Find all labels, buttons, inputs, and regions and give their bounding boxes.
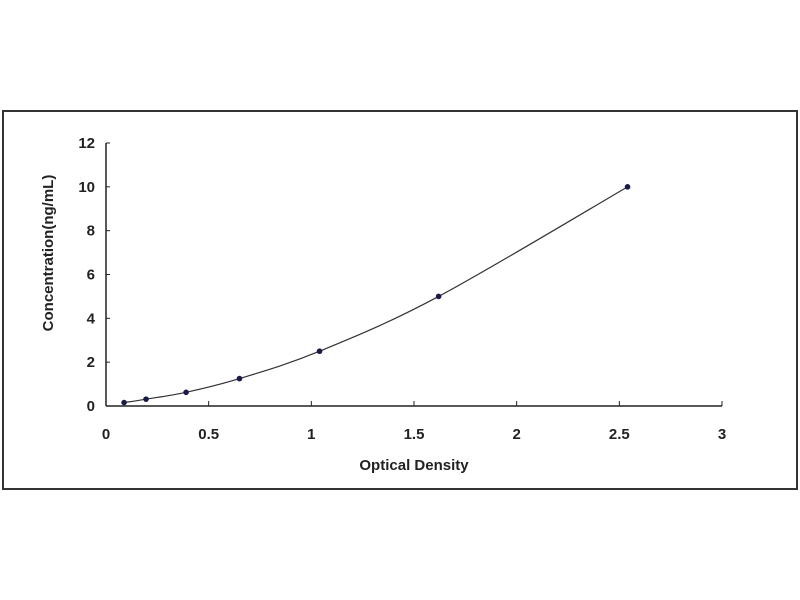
y-tick-label: 6 bbox=[87, 267, 95, 284]
fit-curve bbox=[123, 186, 628, 404]
y-axis-label: Concentration(ng/mL) bbox=[40, 175, 57, 332]
x-tick-label: 2 bbox=[512, 426, 520, 443]
x-tick-label: 2.5 bbox=[609, 426, 630, 443]
y-tick-label: 12 bbox=[78, 135, 95, 152]
data-point bbox=[183, 389, 189, 396]
data-point bbox=[435, 293, 442, 300]
x-tick-label: 0.5 bbox=[198, 426, 219, 443]
data-point bbox=[624, 184, 631, 190]
x-tick-label: 0 bbox=[102, 426, 110, 443]
x-axis-label: Optical Density bbox=[359, 457, 469, 474]
x-tick-label: 3 bbox=[718, 426, 726, 443]
data-point bbox=[236, 375, 243, 382]
x-tick-label: 1 bbox=[307, 426, 315, 443]
y-tick-label: 2 bbox=[87, 354, 95, 371]
chart-frame bbox=[2, 110, 798, 490]
y-tick-label: 10 bbox=[78, 179, 95, 196]
y-tick-label: 0 bbox=[87, 398, 95, 415]
y-tick-label: 8 bbox=[87, 223, 95, 240]
y-tick-label: 4 bbox=[87, 310, 96, 327]
data-point bbox=[121, 399, 127, 406]
data-point bbox=[143, 396, 149, 402]
x-tick-label: 1.5 bbox=[404, 426, 425, 443]
data-point bbox=[316, 348, 323, 355]
